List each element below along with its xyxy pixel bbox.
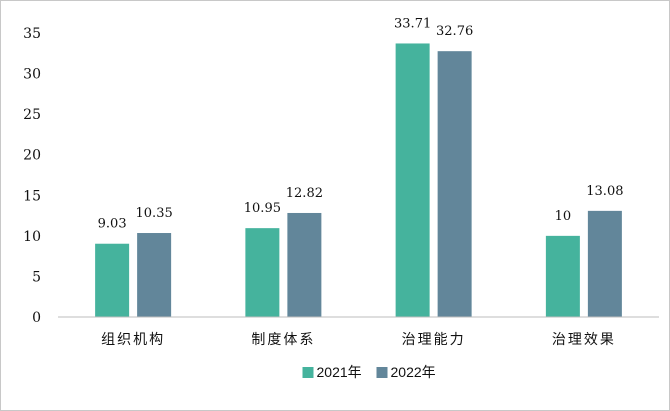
x-tick-label: 治理效果 — [552, 332, 616, 348]
bar — [437, 51, 472, 318]
bar — [95, 243, 130, 317]
bar — [245, 228, 280, 317]
x-tick-label: 制度体系 — [251, 332, 315, 348]
data-label: 12.82 — [286, 186, 323, 201]
y-tick-label: 0 — [32, 310, 41, 326]
bar — [545, 235, 580, 317]
legend: 2021年 2022年 — [302, 364, 436, 380]
data-label: 33.71 — [394, 16, 431, 31]
y-tick-label: 30 — [23, 67, 41, 83]
data-labels: 9.03 10.35 10.95 12.82 33.71 32.76 10 13.08 — [98, 16, 624, 231]
y-tick-label: 25 — [23, 107, 41, 123]
y-tick-label: 15 — [23, 188, 41, 204]
y-tick-label: 20 — [23, 148, 41, 164]
legend-label: 2022年 — [391, 364, 436, 380]
data-label: 10.95 — [244, 201, 281, 216]
y-tick-label: 5 — [32, 269, 41, 285]
y-axis: 0 5 10 15 20 25 30 35 — [23, 26, 41, 326]
bar-series — [95, 43, 622, 318]
data-label: 32.76 — [436, 24, 473, 39]
data-label: 13.08 — [586, 184, 623, 199]
bar — [587, 210, 622, 317]
y-tick-label: 35 — [23, 26, 41, 42]
legend-swatch — [376, 367, 388, 378]
data-label: 10.35 — [136, 206, 173, 221]
data-label: 10 — [555, 209, 572, 224]
data-label: 9.03 — [98, 217, 127, 232]
bar — [137, 233, 172, 317]
x-axis: 组织机构 制度体系 治理能力 治理效果 — [101, 332, 616, 348]
x-tick-label: 组织机构 — [101, 332, 165, 348]
bar — [395, 43, 430, 317]
legend-label: 2021年 — [317, 364, 362, 380]
bar — [287, 212, 322, 317]
y-tick-label: 10 — [23, 229, 41, 245]
x-tick-label: 治理能力 — [402, 332, 466, 348]
legend-swatch — [302, 367, 314, 378]
